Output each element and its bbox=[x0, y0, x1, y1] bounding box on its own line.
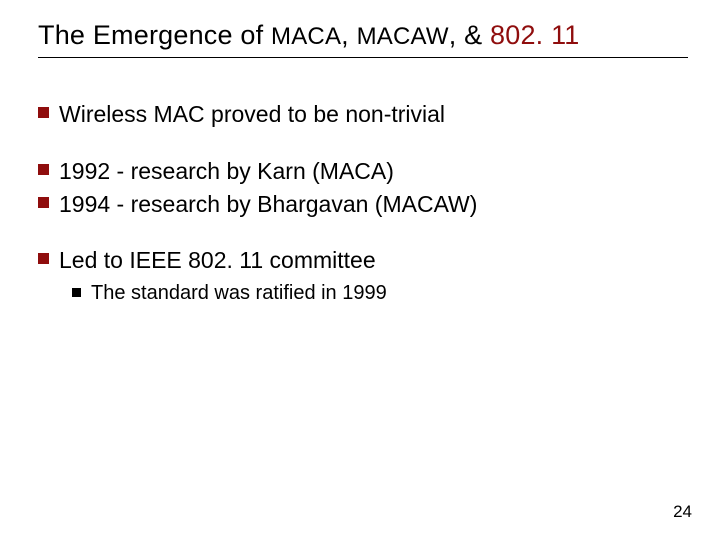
bullet-text: 1994 - research by Bhargavan (MACAW) bbox=[59, 190, 477, 219]
bullet-group: 1992 - research by Karn (MACA) 1994 - re… bbox=[38, 157, 678, 219]
sub-bullet-text: The standard was ratified in 1999 bbox=[91, 281, 387, 306]
slide-title-block: The Emergence of MACA, MACAW, & 802. 11 bbox=[38, 20, 688, 58]
slide-body: Wireless MAC proved to be non-trivial 19… bbox=[38, 100, 678, 334]
bullet-text: Led to IEEE 802. 11 committee bbox=[59, 246, 376, 275]
slide: The Emergence of MACA, MACAW, & 802. 11 … bbox=[0, 0, 720, 540]
page-number: 24 bbox=[673, 502, 692, 522]
bullet-group: Led to IEEE 802. 11 committee The standa… bbox=[38, 246, 678, 306]
bullet-text: 1992 - research by Karn (MACA) bbox=[59, 157, 394, 186]
bullet-square-icon bbox=[38, 164, 49, 175]
title-underline bbox=[38, 57, 688, 58]
bullet-item: 1992 - research by Karn (MACA) bbox=[38, 157, 678, 186]
sub-bullet-square-icon bbox=[72, 288, 81, 297]
title-lead: The Emergence of bbox=[38, 20, 271, 50]
bullet-square-icon bbox=[38, 107, 49, 118]
bullet-item: Wireless MAC proved to be non-trivial bbox=[38, 100, 678, 129]
bullet-group: Wireless MAC proved to be non-trivial bbox=[38, 100, 678, 129]
bullet-square-icon bbox=[38, 197, 49, 208]
title-sc1: MACA bbox=[271, 23, 341, 50]
bullet-text: Wireless MAC proved to be non-trivial bbox=[59, 100, 445, 129]
title-mid1: , bbox=[341, 20, 356, 50]
sub-bullet-item: The standard was ratified in 1999 bbox=[72, 281, 678, 306]
title-sc2: MACAW bbox=[357, 23, 449, 50]
title-trail: 802. 11 bbox=[490, 20, 579, 50]
bullet-item: Led to IEEE 802. 11 committee bbox=[38, 246, 678, 275]
bullet-item: 1994 - research by Bhargavan (MACAW) bbox=[38, 190, 678, 219]
title-mid2: , & bbox=[449, 20, 490, 50]
bullet-square-icon bbox=[38, 253, 49, 264]
slide-title: The Emergence of MACA, MACAW, & 802. 11 bbox=[38, 20, 688, 51]
